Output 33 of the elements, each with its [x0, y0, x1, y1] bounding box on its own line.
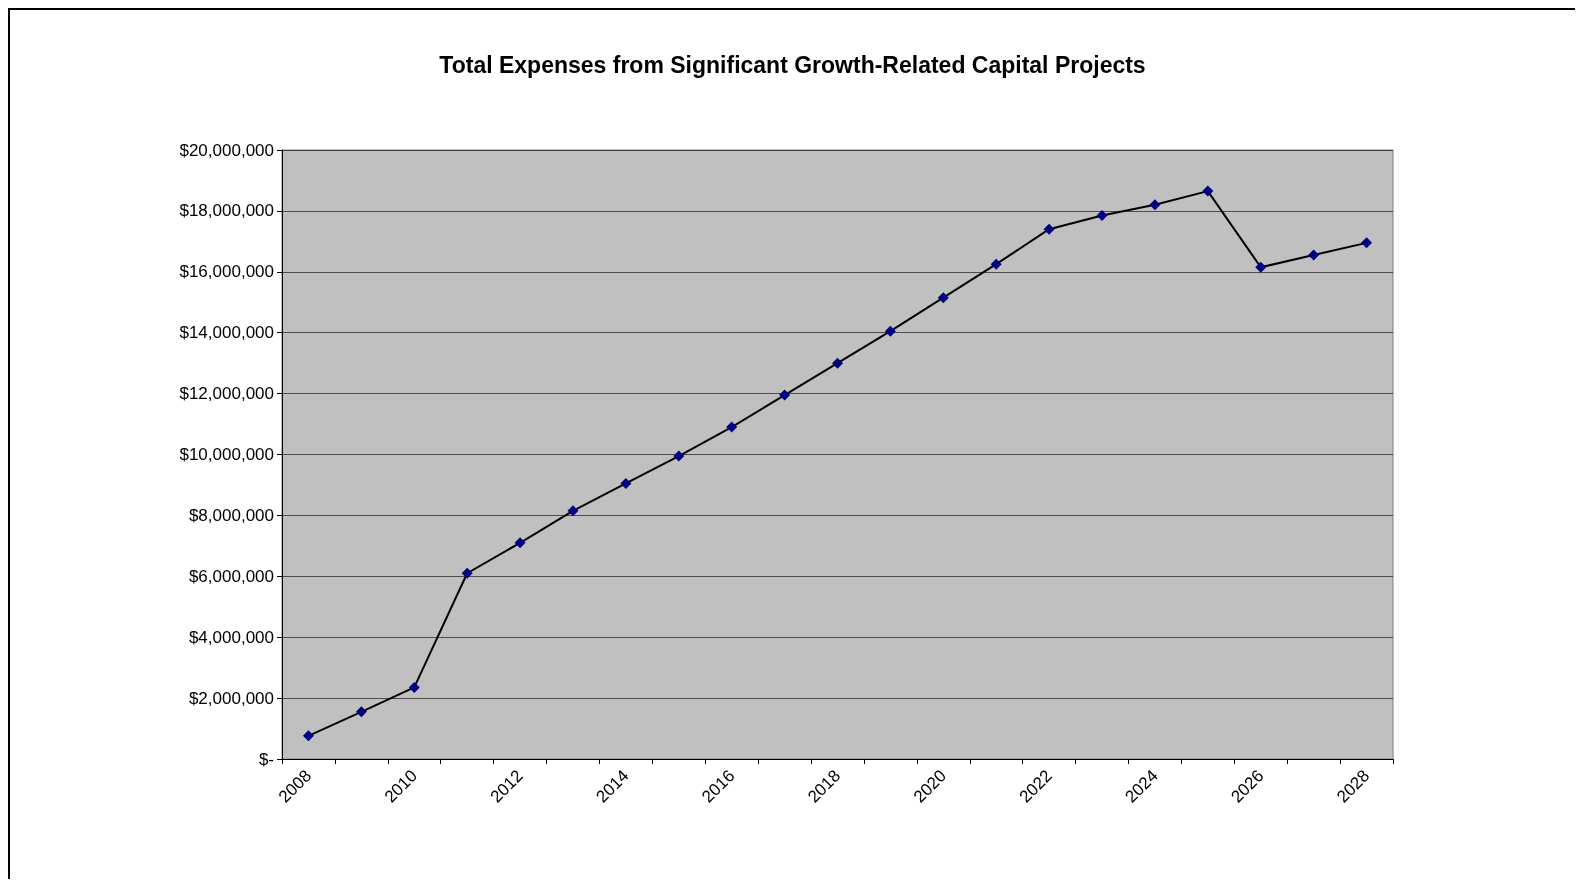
point: [620, 477, 632, 489]
point: [726, 421, 738, 433]
point: [1043, 223, 1055, 235]
y-tick-label: $14,000,000: [179, 323, 274, 343]
y-tick-label: $4,000,000: [188, 627, 274, 647]
y-tick-label: $16,000,000: [179, 262, 274, 282]
point: [1361, 237, 1373, 249]
y-tick-label: $8,000,000: [188, 505, 274, 525]
y-tick-label: $-: [258, 749, 274, 769]
point: [779, 389, 791, 401]
point: [832, 357, 843, 369]
point: [408, 681, 420, 693]
point: [461, 567, 473, 579]
point: [1255, 261, 1267, 273]
y-tick-label: $18,000,000: [179, 201, 274, 221]
point: [990, 258, 1002, 270]
y-tick-label: $20,000,000: [179, 140, 274, 160]
y-tick-label: $6,000,000: [188, 566, 274, 586]
point: [673, 450, 685, 462]
point: [1096, 209, 1108, 221]
point: [355, 706, 367, 718]
point: [937, 292, 949, 304]
point: [1149, 199, 1161, 211]
point: [567, 505, 579, 517]
y-tick-label: $2,000,000: [188, 688, 274, 708]
y-tick-label: $10,000,000: [179, 445, 274, 464]
point: [514, 537, 526, 549]
chart-title: Total Expenses from Significant Growth-Related Capital Projects: [439, 51, 1146, 78]
point: [302, 730, 314, 742]
point: [884, 325, 896, 337]
point: [1308, 249, 1320, 261]
y-tick-label: $12,000,000: [179, 384, 274, 404]
point: [1202, 185, 1214, 197]
